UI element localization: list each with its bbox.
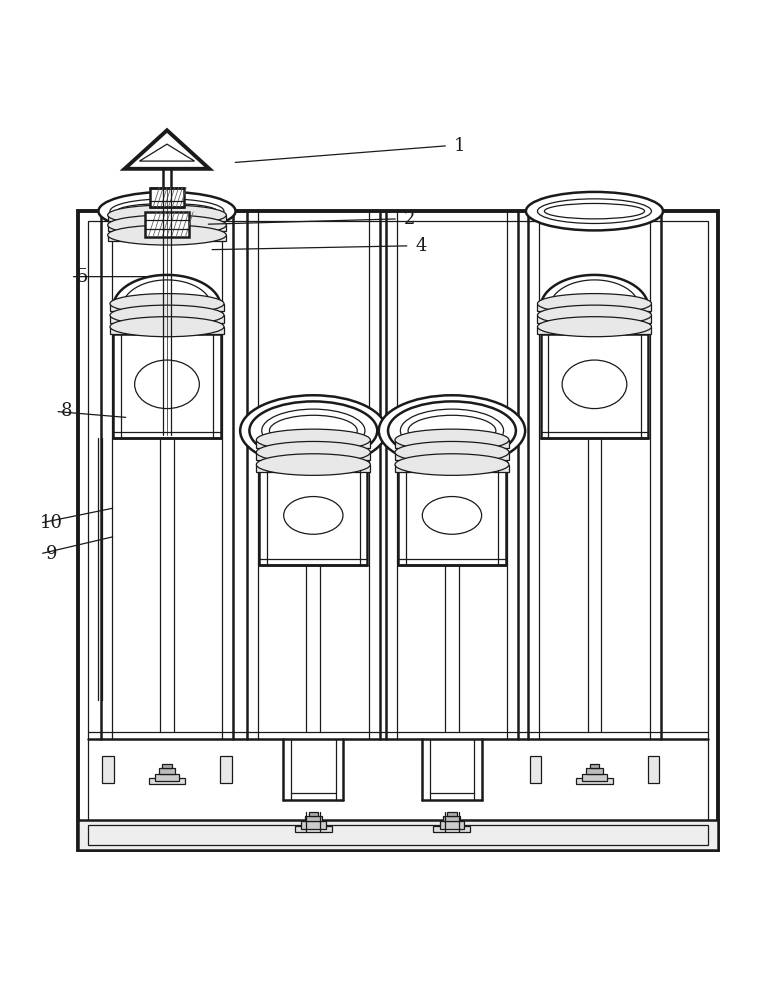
Bar: [78, 211, 717, 850]
Ellipse shape: [537, 317, 652, 337]
Bar: [582, 774, 607, 781]
Ellipse shape: [526, 192, 663, 230]
Ellipse shape: [379, 395, 525, 466]
Bar: [88, 221, 708, 840]
Bar: [113, 334, 221, 438]
Ellipse shape: [110, 317, 224, 337]
Text: 2: 2: [404, 210, 415, 228]
Text: 1: 1: [454, 137, 465, 155]
Bar: [434, 826, 471, 832]
Text: 4: 4: [415, 237, 427, 255]
Polygon shape: [139, 144, 195, 161]
Bar: [444, 816, 461, 821]
Polygon shape: [124, 130, 209, 169]
Bar: [145, 212, 189, 237]
Bar: [110, 315, 224, 323]
Ellipse shape: [240, 395, 386, 466]
Bar: [107, 215, 226, 221]
Bar: [158, 768, 175, 774]
Bar: [537, 315, 652, 323]
Ellipse shape: [408, 415, 495, 446]
Ellipse shape: [110, 199, 224, 223]
Bar: [648, 756, 659, 783]
Bar: [395, 465, 509, 472]
Polygon shape: [540, 275, 649, 307]
Ellipse shape: [107, 205, 226, 225]
Polygon shape: [110, 215, 224, 237]
Ellipse shape: [400, 409, 503, 452]
Ellipse shape: [110, 294, 224, 314]
Polygon shape: [113, 275, 221, 307]
Bar: [440, 821, 465, 829]
Ellipse shape: [250, 401, 377, 460]
Bar: [586, 768, 603, 774]
Bar: [530, 756, 541, 783]
Bar: [257, 452, 370, 460]
Ellipse shape: [284, 497, 343, 534]
Bar: [395, 440, 509, 448]
Ellipse shape: [537, 199, 652, 223]
Bar: [295, 826, 332, 832]
Bar: [102, 756, 114, 783]
Bar: [590, 764, 599, 768]
Bar: [78, 820, 717, 850]
Bar: [220, 756, 232, 783]
Bar: [305, 816, 322, 821]
Bar: [162, 764, 172, 768]
Bar: [260, 469, 367, 565]
Ellipse shape: [98, 192, 236, 230]
Ellipse shape: [388, 401, 516, 460]
Ellipse shape: [135, 360, 199, 409]
Ellipse shape: [262, 409, 365, 452]
Bar: [308, 812, 318, 816]
Bar: [257, 465, 370, 472]
Ellipse shape: [395, 441, 509, 463]
Text: 5: 5: [77, 268, 88, 286]
Text: 8: 8: [61, 402, 73, 420]
Ellipse shape: [257, 441, 370, 463]
Bar: [540, 334, 649, 438]
Ellipse shape: [107, 215, 226, 235]
Ellipse shape: [117, 203, 217, 219]
Ellipse shape: [537, 294, 652, 314]
Bar: [398, 469, 506, 565]
Ellipse shape: [544, 203, 645, 219]
Ellipse shape: [562, 360, 627, 409]
Bar: [107, 235, 226, 241]
Bar: [537, 304, 652, 311]
Ellipse shape: [257, 429, 370, 451]
Bar: [257, 440, 370, 448]
Bar: [448, 812, 457, 816]
Ellipse shape: [422, 497, 482, 534]
Text: 9: 9: [46, 545, 57, 563]
Ellipse shape: [107, 225, 226, 245]
Bar: [537, 327, 652, 334]
Bar: [150, 188, 184, 207]
Bar: [110, 327, 224, 334]
Bar: [155, 774, 179, 781]
Bar: [576, 778, 613, 784]
Bar: [395, 452, 509, 460]
Ellipse shape: [257, 454, 370, 475]
Bar: [88, 825, 708, 845]
Text: 10: 10: [40, 514, 63, 532]
Bar: [107, 225, 226, 231]
Ellipse shape: [395, 454, 509, 475]
Ellipse shape: [110, 305, 224, 325]
Bar: [301, 821, 325, 829]
Ellipse shape: [537, 305, 652, 325]
Ellipse shape: [395, 429, 509, 451]
Ellipse shape: [270, 415, 357, 446]
Bar: [148, 778, 186, 784]
Bar: [110, 304, 224, 311]
